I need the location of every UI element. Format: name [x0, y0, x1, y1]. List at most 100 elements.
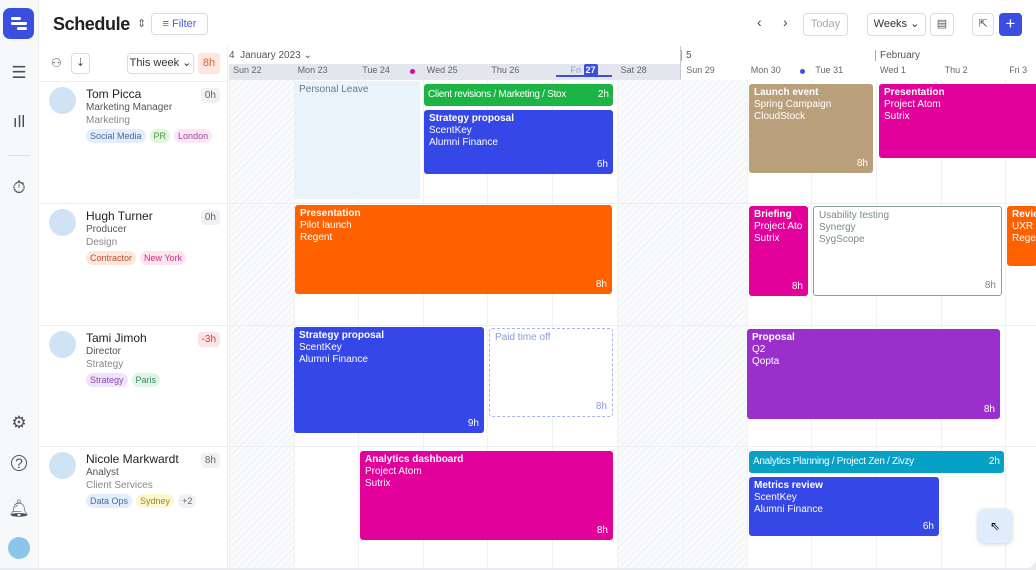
row-divider [229, 325, 1036, 326]
help-icon[interactable]: ? [11, 455, 27, 471]
day-header: Sun 29 [686, 65, 715, 75]
filter-button[interactable]: ≡ Filter [151, 13, 208, 35]
event-hours: 6h [596, 159, 608, 170]
add-person-icon[interactable]: ⚇ [51, 56, 62, 70]
event-card[interactable]: Revie UXR Rege [1007, 206, 1036, 266]
list-icon[interactable]: ☰ [11, 63, 27, 82]
event-card[interactable]: Strategy proposal ScentKey Alumni Finance 6… [424, 110, 613, 174]
day-column[interactable] [1005, 80, 1036, 568]
add-button[interactable]: + [999, 13, 1022, 36]
event-card[interactable]: Launch event Spring Campaign CloudStock 8h [749, 84, 873, 173]
event-hours: 8h [595, 279, 607, 290]
event-line: Q2 [752, 344, 766, 355]
event-line: Launch event [754, 87, 819, 98]
event-card[interactable]: Proposal Q2 Qopta 8h [747, 329, 1000, 419]
day-column[interactable] [811, 80, 876, 568]
timer-icon[interactable]: ⏱ [12, 178, 26, 197]
person-department: Marketing [86, 115, 130, 126]
event-hours: 6h [922, 521, 934, 532]
total-hours: 8h [198, 53, 220, 74]
event-line: ScentKey [754, 492, 797, 503]
event-line: Regent [300, 232, 333, 243]
event-card[interactable]: Paid time off 8h [489, 328, 613, 417]
person-row[interactable]: Hugh Turner Producer Design Contractor Ne… [40, 203, 228, 325]
day-column[interactable] [229, 80, 294, 568]
next-button[interactable]: › [783, 14, 788, 30]
event-hours: 8h [983, 404, 995, 415]
day-header: Fri 3 [1009, 65, 1028, 75]
person-role: Producer [86, 224, 127, 235]
event-card[interactable]: Analytics dashboard Project Atom Sutrix 8h [360, 451, 613, 540]
day-column[interactable] [682, 80, 747, 568]
week-label-2: 5 [681, 50, 692, 61]
day-column[interactable] [552, 80, 617, 568]
person-row[interactable]: Nicole Markwardt Analyst Client Services… [40, 446, 228, 568]
event-line: Strategy proposal [299, 330, 385, 341]
person-name: Tami Jimoh [86, 331, 147, 345]
event-hours: 2h [597, 89, 609, 100]
event-card[interactable]: Client revisions / Marketing / Stox 2h [424, 84, 613, 106]
view-select[interactable]: Weeks ⌄ [867, 13, 926, 36]
week-label: 4 January 2023 ⌄ [229, 50, 312, 61]
event-line: Sutrix [365, 478, 391, 489]
event-line: Project Atom [365, 466, 422, 477]
bell-icon[interactable]: 🔔︎ [8, 499, 30, 518]
day-column[interactable] [940, 80, 1006, 568]
event-card[interactable]: Strategy proposal ScentKey Alumni Finance 9… [294, 327, 484, 433]
person-hours: 0h [200, 210, 220, 225]
day-column[interactable] [358, 80, 423, 568]
event-line: Spring Campaign [754, 99, 832, 110]
event-card[interactable]: Metrics review ScentKey Alumni Finance 6h [749, 477, 939, 536]
event-card[interactable]: Presentation Pilot launch Regent 8h [295, 205, 612, 294]
person-tag: +2 [178, 494, 197, 508]
range-select[interactable]: This week ⌄ [127, 53, 194, 74]
person-name: Nicole Markwardt [86, 452, 179, 466]
layout-icon[interactable]: ▤ [930, 13, 954, 36]
month-label-2: February [875, 50, 920, 61]
sort-icon[interactable]: ⇣ [71, 53, 90, 74]
day-column[interactable] [616, 80, 682, 568]
day-header: Tue 31 [815, 65, 844, 75]
view-label: Weeks [873, 18, 908, 30]
day-column[interactable] [422, 80, 488, 568]
day-header: Thu 26 [491, 65, 520, 75]
schedule-grid: 4 January 2023 ⌄ 5 February Sun 22 Mon 23… [229, 46, 1036, 568]
day-header: Sat 28 [620, 65, 647, 75]
event-card[interactable]: Briefing Project Ato Sutrix 8h [749, 206, 808, 296]
event-line: Revie [1012, 209, 1036, 220]
person-row[interactable]: Tom Picca Marketing Manager Marketing So… [40, 81, 228, 203]
month-label[interactable]: January 2023 [240, 50, 301, 61]
event-card[interactable]: Presentation Project Atom Sutrix [879, 84, 1036, 158]
event-card[interactable]: Usability testing Synergy SygScope 8h [813, 206, 1002, 296]
settings-icon[interactable]: ⚙ [11, 413, 27, 432]
logo-icon[interactable] [3, 8, 34, 39]
event-line: Paid time off [495, 332, 551, 343]
event-line: Sutrix [754, 233, 780, 244]
day-column[interactable] [746, 80, 812, 568]
user-avatar[interactable] [8, 537, 30, 559]
day-column[interactable] [293, 80, 359, 568]
event-hours: 8h [596, 525, 608, 536]
event-line: Client revisions / Marketing / Stox [428, 89, 566, 100]
event-line: Project Ato [754, 221, 803, 232]
event-card[interactable]: Analytics Planning / Project Zen / Zivzy… [749, 451, 1004, 473]
day-header: Tue 24 [362, 65, 390, 75]
title-switch-icon[interactable]: ⇕ [137, 18, 147, 30]
event-line: Usability testing [819, 210, 890, 221]
today-button[interactable]: Today [803, 13, 848, 36]
day-column[interactable] [876, 80, 941, 568]
chart-icon[interactable]: ıll [12, 112, 26, 131]
day-column[interactable] [487, 80, 552, 568]
day-header: Mon 23 [297, 65, 328, 75]
event-hours: 8h [856, 158, 868, 169]
prev-button[interactable]: ‹ [757, 14, 762, 30]
person-tag: New York [140, 251, 187, 265]
cursor-tool-button[interactable]: ⇖ [978, 509, 1012, 543]
day-header: Mon 30 [750, 65, 781, 75]
event-card[interactable]: Personal Leave [294, 81, 420, 199]
person-tag: Social Media [86, 129, 146, 143]
nav-rail: ☰ ıll ⏱ ⚙ ? 🔔︎ [0, 0, 39, 568]
export-icon[interactable]: ⇱ [972, 13, 994, 36]
person-row[interactable]: Tami Jimoh Director Strategy Strategy Par… [40, 325, 228, 447]
people-panel: ⚇ ⇣ This week ⌄ 8h Tom Picca Marketing M… [40, 46, 228, 568]
